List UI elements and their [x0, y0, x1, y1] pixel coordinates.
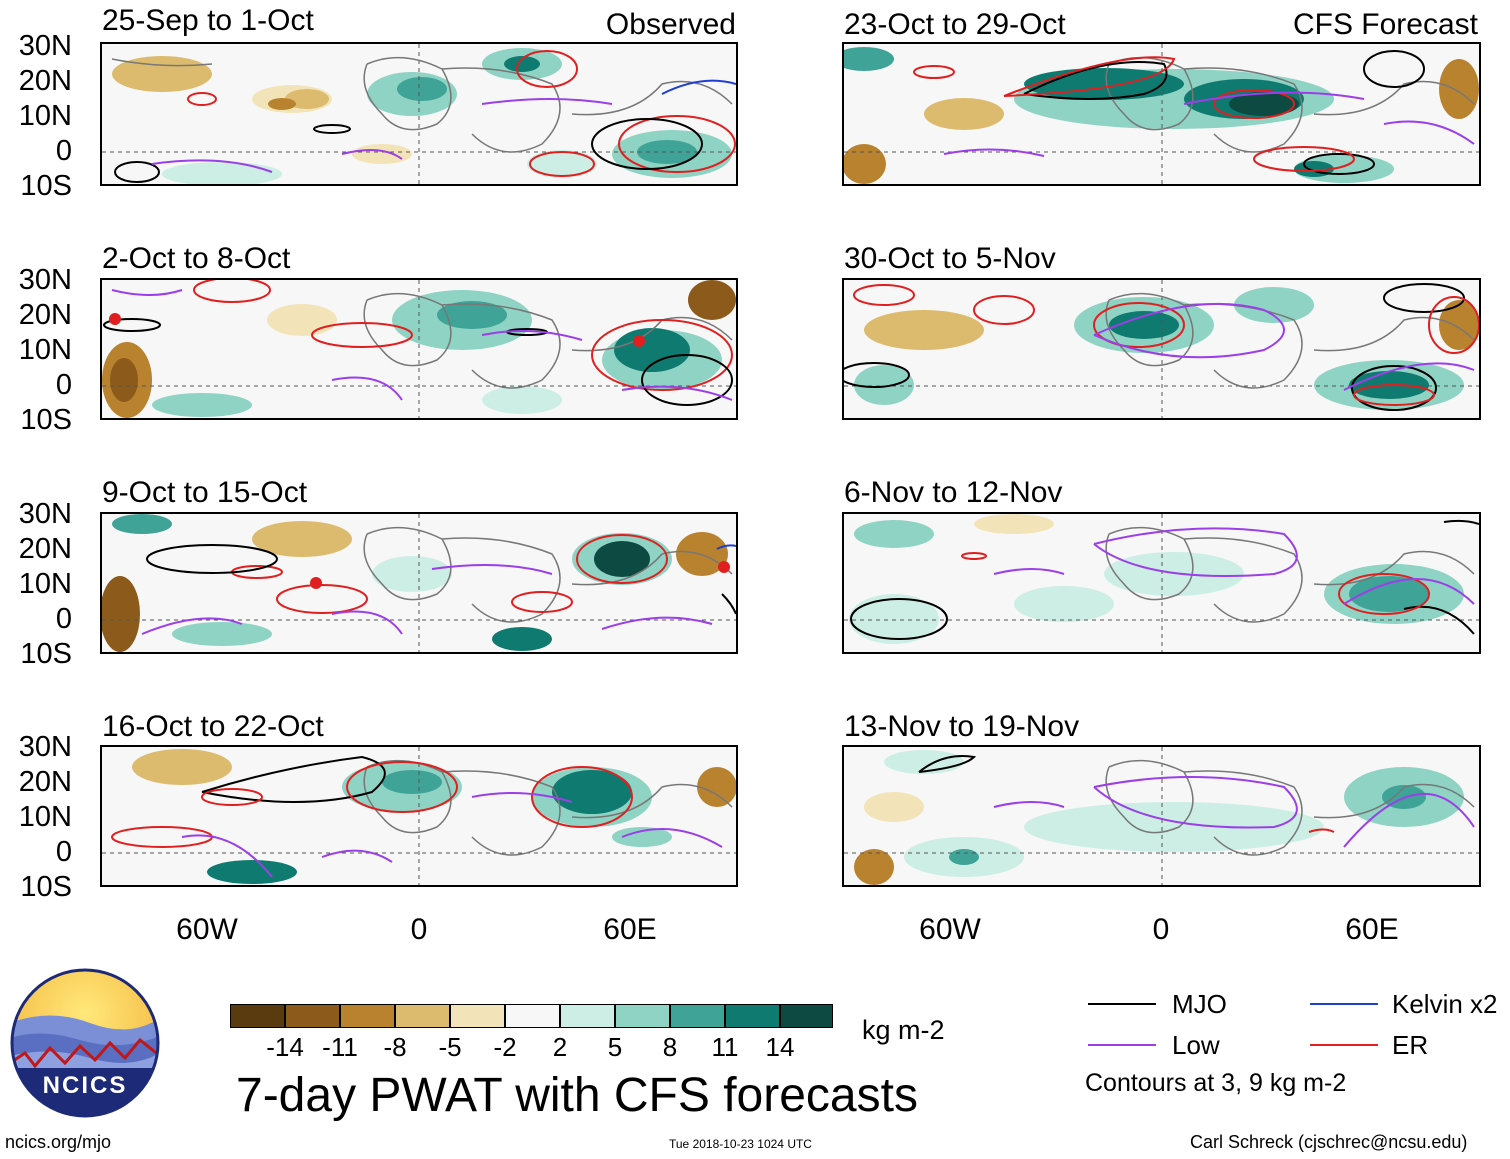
- colorbar-swatch: [505, 1004, 560, 1028]
- colorbar-swatch: [450, 1004, 505, 1028]
- lat-label: 20N: [18, 299, 72, 331]
- colorbar: [230, 1004, 833, 1030]
- colorbar-swatch: [725, 1004, 780, 1028]
- footer-url[interactable]: ncics.org/mjo: [5, 1132, 112, 1152]
- lon-label: 60W: [176, 913, 238, 946]
- panel-title: 23-Oct to 29-Oct: [844, 8, 1066, 41]
- colorbar-label: 5: [607, 1032, 623, 1062]
- colorbar-label: -5: [438, 1032, 462, 1062]
- lat-label: 30N: [18, 264, 72, 296]
- colorbar-swatch: [560, 1004, 615, 1028]
- panel-title: 25-Sep to 1-Oct: [102, 4, 314, 37]
- legend-label-kelvin: Kelvin x2: [1392, 989, 1498, 1019]
- lat-label: 10S: [20, 170, 72, 202]
- colorbar-label: 8: [662, 1032, 678, 1062]
- panel-title: 13-Nov to 19-Nov: [844, 710, 1080, 743]
- lat-label: 10N: [18, 568, 72, 600]
- colorbar-label: 11: [711, 1032, 739, 1062]
- lat-label: 10S: [20, 871, 72, 903]
- lat-label: 0: [55, 603, 72, 635]
- panel-title: 16-Oct to 22-Oct: [102, 710, 324, 743]
- colorbar-units: kg m-2: [862, 1015, 945, 1045]
- map-panel: [100, 42, 738, 186]
- lat-label: 10N: [18, 100, 72, 132]
- map-panel: [100, 512, 738, 654]
- colorbar-label: 2: [552, 1032, 568, 1062]
- map-panel: [842, 278, 1481, 420]
- colorbar-label: 14: [765, 1032, 795, 1062]
- colorbar-swatch: [230, 1004, 285, 1028]
- panel-title: 30-Oct to 5-Nov: [844, 242, 1056, 275]
- lat-label: 30N: [18, 498, 72, 530]
- footer-timestamp: Tue 2018-10-23 1024 UTC: [669, 1137, 812, 1151]
- legend-swatch-mjo: [1088, 1003, 1156, 1005]
- ncics-logo[interactable]: NCICS: [10, 968, 160, 1118]
- legend-label-low: Low: [1172, 1030, 1220, 1060]
- colorbar-swatch: [340, 1004, 395, 1028]
- panel-title: 2-Oct to 8-Oct: [102, 242, 291, 275]
- page-title: 7-day PWAT with CFS forecasts: [236, 1069, 918, 1122]
- svg-text:NCICS: NCICS: [43, 1072, 128, 1099]
- lat-label: 30N: [18, 731, 72, 763]
- panel-tag-observed: Observed: [605, 8, 736, 41]
- panel-title: 6-Nov to 12-Nov: [844, 476, 1063, 509]
- colorbar-label: -8: [383, 1032, 407, 1062]
- lat-label: 0: [55, 836, 72, 868]
- colorbar-swatch: [670, 1004, 725, 1028]
- lon-label: 60E: [1345, 913, 1399, 946]
- lon-label: 60W: [919, 913, 981, 946]
- lon-label: 60E: [603, 913, 657, 946]
- legend-swatch-er: [1310, 1044, 1378, 1046]
- lat-label: 30N: [18, 30, 72, 62]
- colorbar-labels: -14 -11 -8 -5 -2 2 5 8 11 14: [230, 1034, 850, 1064]
- legend-swatch-kelvin: [1310, 1003, 1378, 1005]
- ncics-logo-icon: NCICS: [10, 968, 160, 1118]
- map-panel: [842, 42, 1481, 186]
- colorbar-label: -14: [266, 1032, 304, 1062]
- lat-label: 20N: [18, 533, 72, 565]
- colorbar-swatch: [615, 1004, 670, 1028]
- colorbar-swatch: [780, 1004, 833, 1028]
- lat-label: 0: [55, 135, 72, 167]
- colorbar-label: -11: [322, 1032, 358, 1062]
- map-panel: [100, 745, 738, 887]
- colorbar-swatch: [285, 1004, 340, 1028]
- lat-label: 0: [55, 369, 72, 401]
- panel-tag-forecast: CFS Forecast: [1292, 8, 1478, 41]
- colorbar-label: -2: [493, 1032, 517, 1062]
- map-panel: [100, 278, 738, 420]
- lat-label: 10N: [18, 334, 72, 366]
- map-panel: [842, 745, 1481, 887]
- lat-label: 20N: [18, 65, 72, 97]
- lon-label: 0: [410, 913, 428, 946]
- legend-label-mjo: MJO: [1172, 989, 1227, 1019]
- lat-label: 10S: [20, 638, 72, 670]
- legend-note: Contours at 3, 9 kg m-2: [1085, 1069, 1347, 1097]
- legend-label-er: ER: [1392, 1030, 1429, 1060]
- lat-label: 10S: [20, 404, 72, 436]
- lat-label: 10N: [18, 801, 72, 833]
- lat-label: 20N: [18, 766, 72, 798]
- lon-label: 0: [1152, 913, 1170, 946]
- panel-title: 9-Oct to 15-Oct: [102, 476, 308, 509]
- map-panel: [842, 512, 1481, 654]
- colorbar-swatch: [395, 1004, 450, 1028]
- footer-author: Carl Schreck (cjschrec@ncsu.edu): [1190, 1132, 1468, 1152]
- legend-swatch-low: [1088, 1044, 1156, 1046]
